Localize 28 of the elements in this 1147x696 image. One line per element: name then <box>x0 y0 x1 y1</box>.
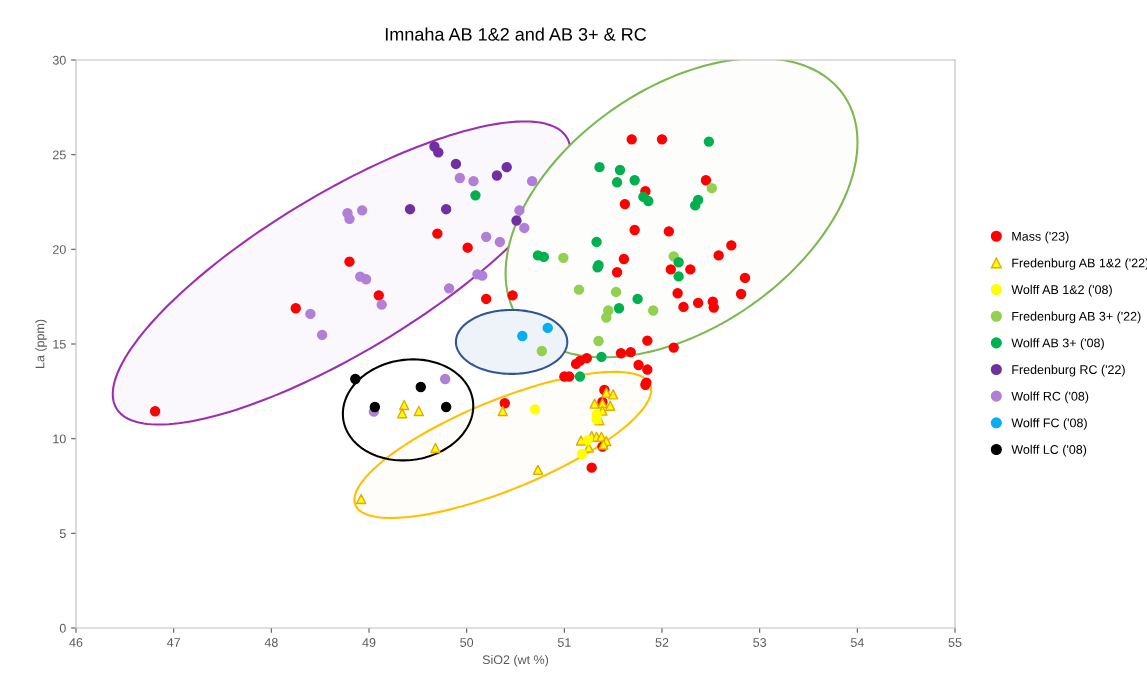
x-tick-label: 50 <box>460 638 474 647</box>
y-tick-label: 25 <box>53 150 66 160</box>
chart-title: Imnaha AB 1&2 and AB 3+ & RC <box>385 27 647 41</box>
legend-label: Fredenburg AB 3+ ('22) <box>1012 311 1141 324</box>
legend-label: Wolff RC ('08) <box>1011 391 1089 404</box>
y-tick-label: 5 <box>59 529 66 538</box>
x-tick-label: 47 <box>167 638 180 647</box>
x-tick-label: 55 <box>948 638 962 647</box>
legend-label: Wolff LC ('08) <box>1011 444 1087 457</box>
y-tick-label: 10 <box>53 434 66 444</box>
legend-label: Wolff FC ('08) <box>1011 418 1087 430</box>
x-tick-label: 48 <box>264 638 278 647</box>
y-tick-label: 30 <box>52 55 66 65</box>
y-tick-label: 20 <box>53 245 66 254</box>
y-tick-label: 0 <box>59 623 66 633</box>
x-tick-label: 53 <box>753 638 767 647</box>
x-tick-label: 51 <box>557 638 571 647</box>
y-axis-title: La (ppm) <box>35 319 47 368</box>
x-axis-title: SiO2 (wt %) <box>482 654 549 667</box>
x-tick-label: 54 <box>850 638 864 647</box>
legend-label: Wolff AB 1&2 ('08) <box>1011 284 1112 297</box>
y-tick-label: 15 <box>53 339 66 349</box>
x-tick-label: 46 <box>69 638 83 647</box>
legend-label: Mass ('23) <box>1012 231 1069 244</box>
x-tick-label: 52 <box>655 638 669 647</box>
legend-label: Wolff AB 3+ ('08) <box>1011 338 1104 350</box>
x-tick-label: 49 <box>362 638 376 647</box>
legend-label: Fredenburg RC ('22) <box>1012 364 1125 377</box>
